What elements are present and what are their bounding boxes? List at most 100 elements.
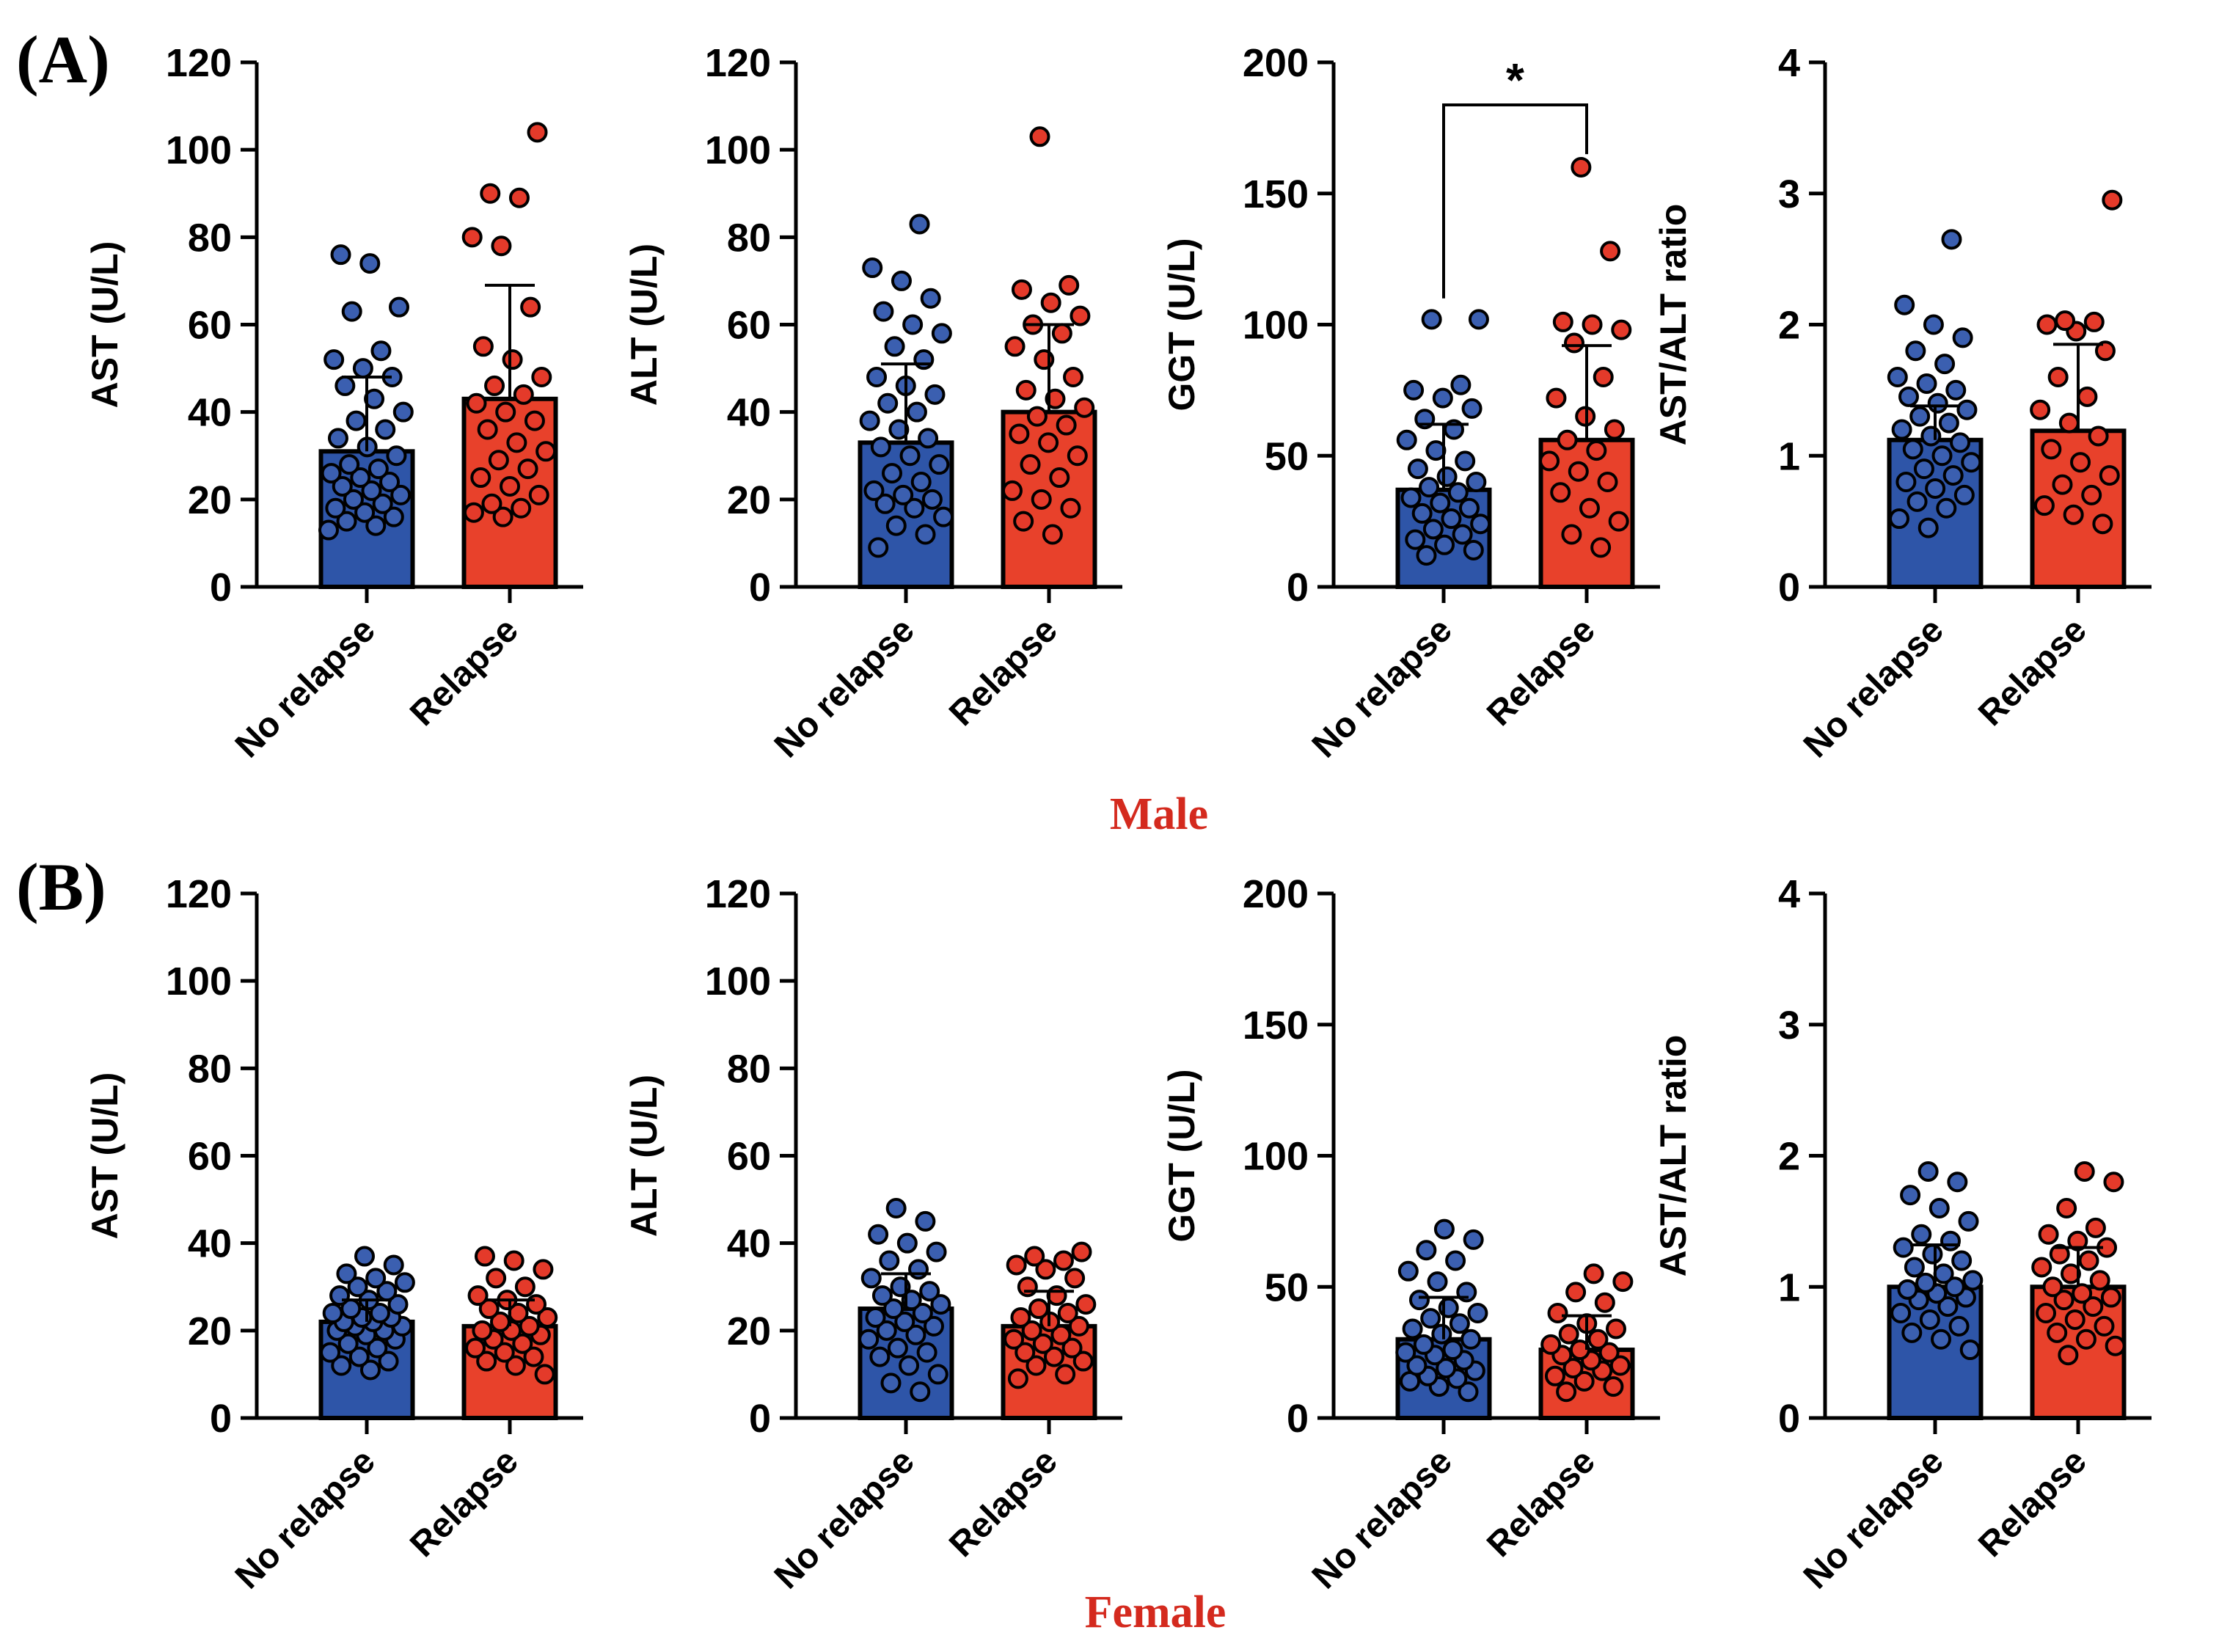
- data-point-no-relapse: [921, 489, 943, 510]
- data-point-no-relapse: [1962, 1270, 1984, 1291]
- data-point-relapse: [1539, 450, 1560, 472]
- x-category-label-relapse: Relapse: [1971, 1441, 2094, 1565]
- data-point-no-relapse: [375, 419, 396, 440]
- data-point-no-relapse: [394, 1272, 415, 1293]
- data-point-relapse: [2074, 1161, 2095, 1182]
- data-point-no-relapse: [330, 244, 351, 266]
- data-point-relapse: [1026, 406, 1048, 427]
- data-point-no-relapse: [899, 1355, 920, 1376]
- data-point-relapse: [524, 410, 545, 431]
- data-point-no-relapse: [1961, 452, 1982, 473]
- data-point-no-relapse: [365, 515, 387, 536]
- data-point-no-relapse: [1918, 1161, 1939, 1182]
- y-tick-label: 50: [1265, 434, 1309, 478]
- data-point-no-relapse: [1953, 484, 1975, 505]
- data-point-no-relapse: [893, 484, 914, 505]
- data-point-no-relapse: [863, 480, 885, 501]
- data-point-no-relapse: [1952, 327, 1973, 348]
- data-point-no-relapse: [1944, 1276, 1965, 1298]
- y-tick-label: 0: [1778, 1397, 1800, 1441]
- y-axis-title: AST (U/L): [84, 1072, 125, 1240]
- data-point-no-relapse: [1945, 379, 1967, 401]
- y-tick-label: 20: [188, 1309, 232, 1353]
- data-point-relapse: [1045, 388, 1066, 409]
- y-tick-label: 200: [1243, 41, 1309, 85]
- data-point-no-relapse: [343, 489, 364, 510]
- data-point-no-relapse: [908, 1259, 929, 1280]
- x-category-label-no-relapse: No relapse: [767, 610, 922, 765]
- data-point-relapse: [511, 497, 532, 519]
- chart-female-ratio: 0 1 2 3 4 AST/ALT ratio No relapse Relapse: [1653, 872, 2152, 1596]
- data-point-relapse: [472, 1320, 493, 1341]
- data-point-relapse: [2033, 495, 2055, 516]
- data-point-no-relapse: [905, 1324, 926, 1345]
- data-point-relapse: [1057, 1303, 1078, 1323]
- data-point-relapse: [1594, 1292, 1615, 1313]
- data-point-no-relapse: [1441, 508, 1462, 530]
- data-point-no-relapse: [1937, 1296, 1959, 1317]
- data-point-no-relapse: [871, 1285, 893, 1306]
- data-point-relapse: [1020, 454, 1041, 475]
- data-point-relapse: [1546, 387, 1567, 409]
- x-category-label-no-relapse: No relapse: [228, 610, 383, 765]
- data-point-relapse: [2089, 1270, 2110, 1291]
- data-point-no-relapse: [318, 519, 339, 541]
- data-point-relapse: [2092, 513, 2113, 535]
- data-point-no-relapse: [1920, 425, 1942, 447]
- data-point-no-relapse: [331, 1355, 352, 1376]
- data-point-relapse: [1075, 1294, 1097, 1315]
- y-axis-title: AST (U/L): [84, 241, 125, 409]
- data-point-relapse: [1031, 489, 1052, 510]
- data-point-relapse: [2041, 439, 2062, 460]
- data-point-relapse: [1608, 511, 1629, 532]
- data-point-relapse: [2075, 1328, 2096, 1350]
- data-point-no-relapse: [347, 1276, 368, 1298]
- data-point-no-relapse: [918, 428, 939, 449]
- y-tick-label: 120: [705, 872, 771, 916]
- data-point-no-relapse: [1901, 1322, 1923, 1343]
- data-point-relapse: [1579, 497, 1600, 519]
- y-tick-label: 40: [727, 1222, 771, 1266]
- data-point-relapse: [1035, 1259, 1056, 1280]
- data-point-no-relapse: [1442, 1339, 1463, 1361]
- data-point-relapse: [2083, 1296, 2104, 1317]
- data-point-no-relapse: [1403, 379, 1425, 401]
- x-category-label-relapse: Relapse: [1480, 1441, 1603, 1565]
- data-point-relapse: [500, 475, 521, 497]
- data-point-relapse: [470, 467, 491, 489]
- data-point-no-relapse: [336, 511, 357, 532]
- data-point-no-relapse: [388, 296, 409, 318]
- data-point-no-relapse: [1893, 1237, 1914, 1258]
- data-point-relapse: [2102, 189, 2123, 211]
- data-point-relapse: [512, 1333, 533, 1354]
- data-point-relapse: [1061, 1337, 1083, 1359]
- data-point-relapse: [1064, 1268, 1086, 1289]
- data-point-no-relapse: [915, 1210, 936, 1232]
- data-point-no-relapse: [885, 1198, 907, 1218]
- y-tick-label: 20: [727, 1309, 771, 1353]
- data-point-relapse: [1043, 1346, 1064, 1367]
- x-category-label-no-relapse: No relapse: [1305, 610, 1460, 765]
- data-point-no-relapse: [913, 349, 935, 370]
- y-tick-label: 0: [1287, 566, 1309, 610]
- data-point-no-relapse: [1466, 472, 1487, 492]
- data-point-relapse: [1586, 440, 1607, 461]
- data-point-relapse: [1013, 511, 1034, 532]
- data-point-no-relapse: [1959, 1339, 1981, 1361]
- data-point-no-relapse: [348, 1346, 370, 1367]
- data-point-no-relapse: [365, 1268, 387, 1289]
- data-point-relapse: [1612, 1271, 1634, 1293]
- data-point-relapse: [1609, 1355, 1631, 1376]
- data-point-no-relapse: [354, 1246, 375, 1267]
- data-point-no-relapse: [339, 454, 360, 475]
- data-point-relapse: [1038, 432, 1059, 453]
- y-tick-label: 4: [1778, 41, 1800, 85]
- data-point-relapse: [2042, 1276, 2063, 1298]
- data-point-no-relapse: [882, 463, 903, 484]
- data-point-no-relapse: [1907, 491, 1928, 512]
- male-label: Male: [1110, 789, 1208, 839]
- data-point-relapse: [1004, 336, 1026, 357]
- data-point-no-relapse: [346, 410, 367, 431]
- data-point-no-relapse: [1929, 1198, 1950, 1218]
- y-tick-label: 100: [1243, 304, 1309, 348]
